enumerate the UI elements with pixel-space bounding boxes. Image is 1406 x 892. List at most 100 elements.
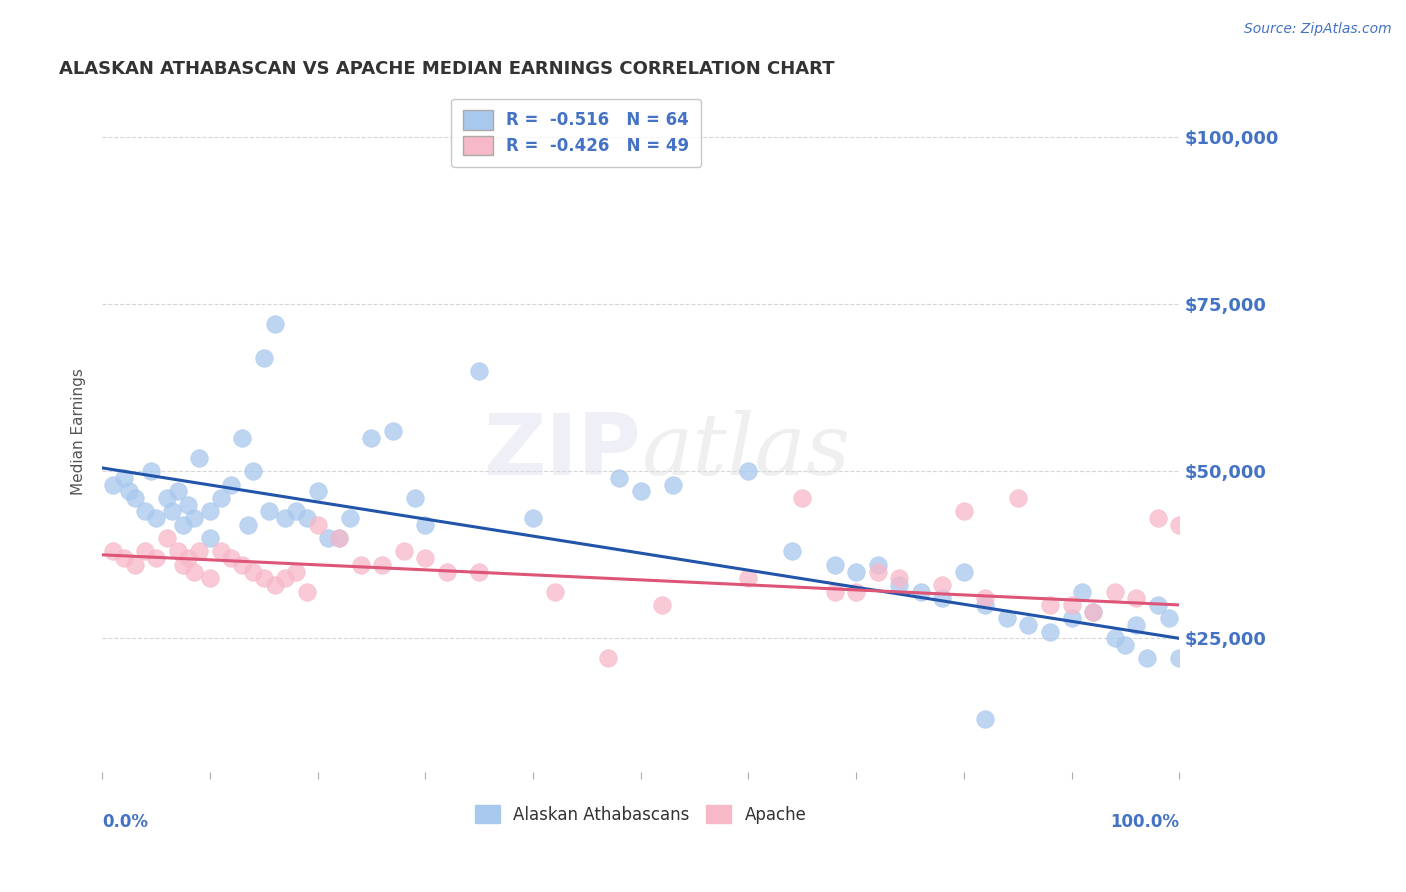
Point (112, 471, 135, 485)
Point (1018, 618, 1040, 632)
Point (792, 491, 814, 505)
Y-axis label: Median Earnings: Median Earnings (72, 368, 86, 494)
Point (209, 491, 232, 505)
Point (242, 565, 264, 579)
Point (166, 544, 188, 558)
Point (285, 565, 308, 579)
Point (285, 504, 308, 518)
Point (350, 558, 373, 572)
Point (236, 517, 259, 532)
Point (1146, 511, 1168, 525)
Point (156, 491, 179, 505)
Point (1114, 638, 1136, 652)
Point (889, 578, 911, 592)
Point (974, 591, 997, 606)
Point (866, 565, 889, 579)
Point (221, 551, 243, 566)
Point (112, 551, 135, 566)
Point (231, 431, 253, 445)
Point (307, 517, 329, 532)
Point (177, 498, 200, 512)
Point (931, 591, 953, 606)
Point (845, 584, 868, 599)
Point (263, 317, 285, 331)
Point (598, 651, 620, 665)
Point (1081, 605, 1104, 619)
Point (630, 484, 652, 499)
Point (124, 491, 146, 505)
Point (198, 531, 221, 545)
Point (845, 565, 868, 579)
Point (1104, 584, 1126, 599)
Point (198, 504, 221, 518)
Point (188, 544, 211, 558)
Point (183, 565, 205, 579)
Point (1039, 598, 1062, 612)
Point (543, 584, 565, 599)
Point (257, 504, 280, 518)
Point (1104, 632, 1126, 646)
Point (295, 511, 318, 525)
Point (931, 578, 953, 592)
Point (339, 511, 361, 525)
Point (910, 584, 932, 599)
Point (156, 531, 179, 545)
Point (160, 504, 183, 518)
Point (824, 558, 846, 572)
Point (274, 511, 297, 525)
Text: 0.0%: 0.0% (103, 813, 148, 831)
Point (382, 424, 405, 438)
Point (166, 484, 188, 499)
Point (974, 598, 997, 612)
Point (295, 584, 318, 599)
Point (651, 598, 673, 612)
Text: ZIP: ZIP (484, 410, 641, 493)
Point (404, 491, 426, 505)
Point (145, 511, 167, 525)
Point (101, 477, 124, 491)
Point (953, 565, 976, 579)
Point (183, 511, 205, 525)
Point (737, 464, 759, 478)
Point (253, 571, 276, 585)
Point (360, 431, 382, 445)
Point (737, 571, 759, 585)
Point (468, 565, 491, 579)
Point (1081, 605, 1104, 619)
Point (662, 477, 685, 491)
Legend: Alaskan Athabascans, Apache: Alaskan Athabascans, Apache (467, 797, 815, 832)
Point (124, 558, 146, 572)
Point (436, 565, 458, 579)
Point (780, 544, 803, 558)
Point (889, 571, 911, 585)
Point (1060, 598, 1083, 612)
Point (415, 517, 437, 532)
Point (263, 578, 285, 592)
Text: atlas: atlas (641, 410, 849, 493)
Point (177, 551, 200, 566)
Point (188, 450, 211, 465)
Point (145, 551, 167, 566)
Point (221, 477, 243, 491)
Point (1039, 624, 1062, 639)
Point (134, 504, 156, 518)
Point (415, 551, 437, 566)
Point (392, 544, 415, 558)
Point (1168, 651, 1191, 665)
Point (118, 484, 141, 499)
Point (242, 464, 264, 478)
Point (231, 558, 253, 572)
Point (1071, 584, 1094, 599)
Text: 100.0%: 100.0% (1111, 813, 1180, 831)
Point (172, 558, 194, 572)
Point (139, 464, 162, 478)
Point (172, 517, 194, 532)
Point (134, 544, 156, 558)
Point (318, 531, 340, 545)
Point (1136, 651, 1159, 665)
Point (101, 544, 124, 558)
Point (328, 531, 350, 545)
Point (974, 712, 997, 726)
Point (953, 504, 976, 518)
Point (468, 364, 491, 378)
